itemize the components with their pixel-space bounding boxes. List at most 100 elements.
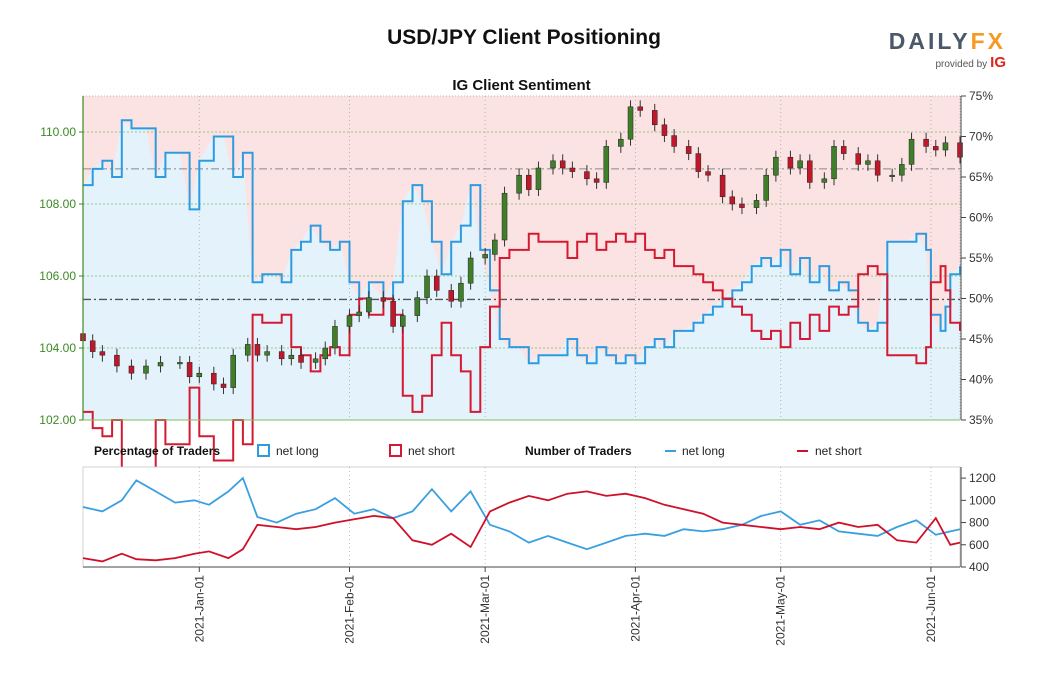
candle-body bbox=[651, 110, 658, 126]
count-right-tick-label: 1000 bbox=[969, 493, 996, 507]
right-tick-label: 55% bbox=[969, 251, 993, 265]
logo-provider: IG bbox=[990, 54, 1006, 71]
net-long-area bbox=[83, 120, 960, 421]
legend-num-short-label: net short bbox=[815, 444, 862, 458]
candle-body bbox=[593, 178, 600, 183]
candle-body bbox=[114, 354, 120, 367]
sentiment-panel: IG Client Sentiment 102.00 104.00 106.00 108… bbox=[39, 77, 993, 478]
page-title: USD/JPY Client Positioning bbox=[387, 26, 661, 49]
candle-body bbox=[366, 297, 372, 313]
candle-body bbox=[584, 171, 590, 180]
count-right-tick-label: 800 bbox=[969, 516, 989, 530]
candle-body bbox=[637, 106, 643, 111]
x-tick-label: 2021-Feb-01 bbox=[342, 575, 356, 644]
candle-body bbox=[157, 362, 164, 367]
candle-body bbox=[448, 290, 454, 302]
candle-body bbox=[753, 200, 760, 208]
candle-body bbox=[535, 167, 542, 190]
sentiment-background bbox=[83, 96, 960, 421]
right-tick-label: 60% bbox=[969, 211, 993, 225]
candle-body bbox=[458, 282, 464, 302]
candle-body bbox=[211, 372, 217, 385]
candle-body bbox=[569, 167, 576, 172]
candle-body bbox=[177, 362, 183, 365]
candle-body bbox=[99, 351, 106, 356]
candle-body bbox=[797, 160, 803, 169]
left-tick-label: 104.00 bbox=[39, 341, 76, 355]
legend-pct-short-swatch bbox=[389, 444, 402, 457]
candle-body bbox=[414, 297, 421, 316]
candle-body bbox=[957, 142, 963, 158]
candle-body bbox=[865, 160, 871, 165]
net-short-percent-line bbox=[83, 232, 961, 478]
right-tick-label: 35% bbox=[969, 413, 993, 427]
candle-body bbox=[603, 146, 610, 183]
candle-body bbox=[933, 146, 939, 151]
candle-body bbox=[143, 365, 149, 374]
candle-body bbox=[128, 365, 135, 374]
candle-body bbox=[942, 142, 949, 151]
logo-brand-accent: FX bbox=[970, 28, 1006, 54]
x-tick-label: 2021-Jan-01 bbox=[192, 575, 206, 643]
candle-body bbox=[433, 275, 440, 291]
candle-body bbox=[661, 124, 668, 136]
axes: 102.00 104.00 106.00 108.00 110.00 35% 40% 45% 5… bbox=[39, 89, 993, 427]
candle-body bbox=[264, 351, 270, 356]
candle-body bbox=[424, 275, 430, 298]
net-long-count-line bbox=[82, 476, 961, 551]
left-tick-label: 108.00 bbox=[39, 197, 76, 211]
logo-provided-text: provided by bbox=[935, 59, 988, 70]
left-tick-label: 102.00 bbox=[39, 413, 76, 427]
legend-num-title: Number of Traders bbox=[525, 444, 632, 458]
candle-body bbox=[467, 257, 474, 284]
candle-body bbox=[899, 164, 905, 176]
candle-body bbox=[840, 146, 847, 154]
candles bbox=[80, 100, 963, 395]
x-tick-label: 2021-May-01 bbox=[774, 575, 788, 646]
logo-provided-by: provided by IG bbox=[889, 54, 1006, 71]
legend-pct-short-label: net short bbox=[408, 444, 455, 458]
candle-body bbox=[923, 138, 929, 147]
candle-body bbox=[831, 146, 837, 180]
right-tick-label: 40% bbox=[969, 373, 993, 387]
candle-body bbox=[526, 174, 532, 190]
candle-body bbox=[550, 160, 556, 169]
candle-body bbox=[346, 315, 353, 327]
net-long-percent-line bbox=[83, 119, 961, 365]
legend: Percentage of Traders net long net short Nu… bbox=[94, 444, 862, 458]
count-right-tick-label: 400 bbox=[969, 560, 989, 574]
left-tick-label: 106.00 bbox=[39, 269, 76, 283]
right-tick-label: 50% bbox=[969, 292, 993, 306]
candle-body bbox=[312, 358, 319, 363]
candle-body bbox=[322, 347, 329, 360]
candle-body bbox=[855, 153, 861, 165]
candle-body bbox=[705, 171, 711, 176]
candle-body bbox=[220, 383, 227, 388]
candle-body bbox=[332, 326, 338, 349]
right-tick-label: 75% bbox=[969, 89, 993, 103]
candle-body bbox=[501, 192, 508, 241]
x-tick-label: 2021-Apr-01 bbox=[628, 575, 642, 642]
candle-body bbox=[186, 362, 193, 378]
legend-pct-title: Percentage of Traders bbox=[94, 444, 220, 458]
sentiment-title: IG Client Sentiment bbox=[452, 77, 590, 94]
candle-body bbox=[380, 297, 387, 302]
candle-body bbox=[559, 160, 566, 169]
logo-brand: DAILYFX bbox=[889, 28, 1006, 55]
x-tick-label: 2021-Mar-01 bbox=[478, 575, 492, 644]
candle-body bbox=[196, 372, 203, 378]
right-tick-label: 45% bbox=[969, 332, 993, 346]
candle-body bbox=[874, 160, 881, 176]
legend-num-long-label: net long bbox=[682, 444, 725, 458]
candle-body bbox=[618, 138, 624, 147]
count-right-tick-label: 1200 bbox=[969, 471, 996, 485]
candle-body bbox=[390, 300, 396, 327]
candle-body bbox=[278, 351, 285, 360]
candle-body bbox=[889, 174, 895, 177]
x-axis: 2021-Jan-01 2021-Feb-01 2021-Mar-01 2021-Ap… bbox=[83, 566, 960, 646]
candle-body bbox=[230, 354, 236, 388]
candle-body bbox=[763, 174, 769, 201]
candle-body bbox=[821, 178, 828, 183]
